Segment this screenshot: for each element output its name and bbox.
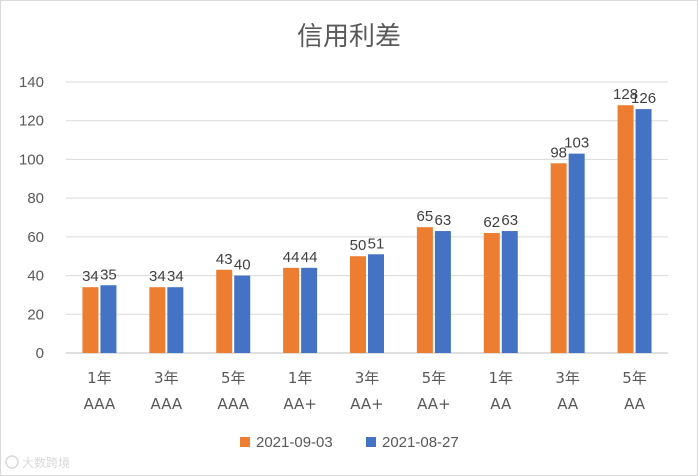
x-tick-label: AA xyxy=(490,395,512,413)
watermark-text: 大数跨境 xyxy=(22,455,70,470)
data-label: 43 xyxy=(216,251,233,268)
data-label: 65 xyxy=(417,208,434,225)
legend-swatch xyxy=(240,437,250,447)
y-axis: 0 20 40 60 80 100 120 140 xyxy=(19,74,44,362)
bar xyxy=(434,231,451,353)
x-axis: 1年 AAA 3年 AAA 5年 AAA 1年 AA+ 3年 AA+ 5年 AA+ 1年 AA 3年 AA 5年… xyxy=(84,369,647,413)
data-label: 34 xyxy=(167,268,184,285)
x-tick-label: AAA xyxy=(84,395,116,413)
data-label: 35 xyxy=(100,266,117,283)
x-tick-label: AA+ xyxy=(283,395,317,413)
x-tick-label: AAA xyxy=(151,395,183,413)
x-tick-label: 5年 xyxy=(622,369,647,387)
x-tick-label: AAA xyxy=(217,395,249,413)
x-tick-label: 1年 xyxy=(489,369,514,387)
bar xyxy=(216,269,233,353)
x-tick-label: 1年 xyxy=(87,369,112,387)
bar xyxy=(568,153,585,353)
bar xyxy=(483,232,500,353)
bar xyxy=(301,267,318,353)
bar xyxy=(149,287,166,353)
data-label: 63 xyxy=(501,212,518,229)
data-label: 51 xyxy=(368,235,385,252)
x-tick-label: 3年 xyxy=(355,369,380,387)
y-tick-label: 60 xyxy=(27,229,44,246)
y-tick-label: 40 xyxy=(27,268,44,285)
bar xyxy=(416,227,433,353)
y-tick-label: 0 xyxy=(36,345,44,362)
data-label: 128 xyxy=(613,86,638,103)
bar xyxy=(635,109,652,353)
gridlines xyxy=(66,81,668,354)
x-tick-label: 5年 xyxy=(422,369,447,387)
bar xyxy=(368,254,384,353)
x-tick-label: 3年 xyxy=(555,369,580,387)
data-label: 44 xyxy=(301,249,318,266)
y-tick-label: 80 xyxy=(27,190,44,207)
legend: 2021-09-03 2021-08-27 xyxy=(240,434,459,451)
data-label: 34 xyxy=(149,268,166,285)
legend-label: 2021-09-03 xyxy=(256,434,333,451)
data-label: 62 xyxy=(483,214,500,231)
bar xyxy=(283,267,300,353)
bar xyxy=(167,287,184,353)
bar xyxy=(350,256,366,353)
watermark: 大数跨境 xyxy=(5,455,70,470)
x-tick-label: AA+ xyxy=(350,395,384,413)
bar xyxy=(100,285,117,353)
y-tick-label: 100 xyxy=(19,151,44,168)
bars xyxy=(82,105,652,353)
bar xyxy=(234,275,251,353)
data-label: 50 xyxy=(350,237,367,254)
data-label: 44 xyxy=(283,249,300,266)
data-label: 126 xyxy=(631,90,656,107)
bar xyxy=(550,163,567,353)
y-tick-label: 140 xyxy=(19,74,44,91)
bar xyxy=(617,105,634,353)
x-tick-label: 5年 xyxy=(221,369,246,387)
y-tick-label: 20 xyxy=(27,306,44,323)
bar xyxy=(501,231,518,353)
x-tick-label: 3年 xyxy=(154,369,179,387)
watermark-logo-icon xyxy=(5,455,19,469)
data-label: 103 xyxy=(564,135,589,152)
legend-swatch xyxy=(366,437,376,447)
chart-title: 信用利差 xyxy=(297,22,401,52)
y-tick-label: 120 xyxy=(19,113,44,130)
data-label: 34 xyxy=(82,268,99,285)
data-label: 63 xyxy=(435,212,452,229)
data-label: 98 xyxy=(550,144,567,161)
legend-label: 2021-08-27 xyxy=(382,434,459,451)
x-tick-label: AA+ xyxy=(417,395,451,413)
x-tick-label: AA xyxy=(624,395,646,413)
x-tick-label: AA xyxy=(557,395,579,413)
data-label: 40 xyxy=(234,257,251,274)
x-tick-label: 1年 xyxy=(288,369,313,387)
bar xyxy=(82,287,99,353)
